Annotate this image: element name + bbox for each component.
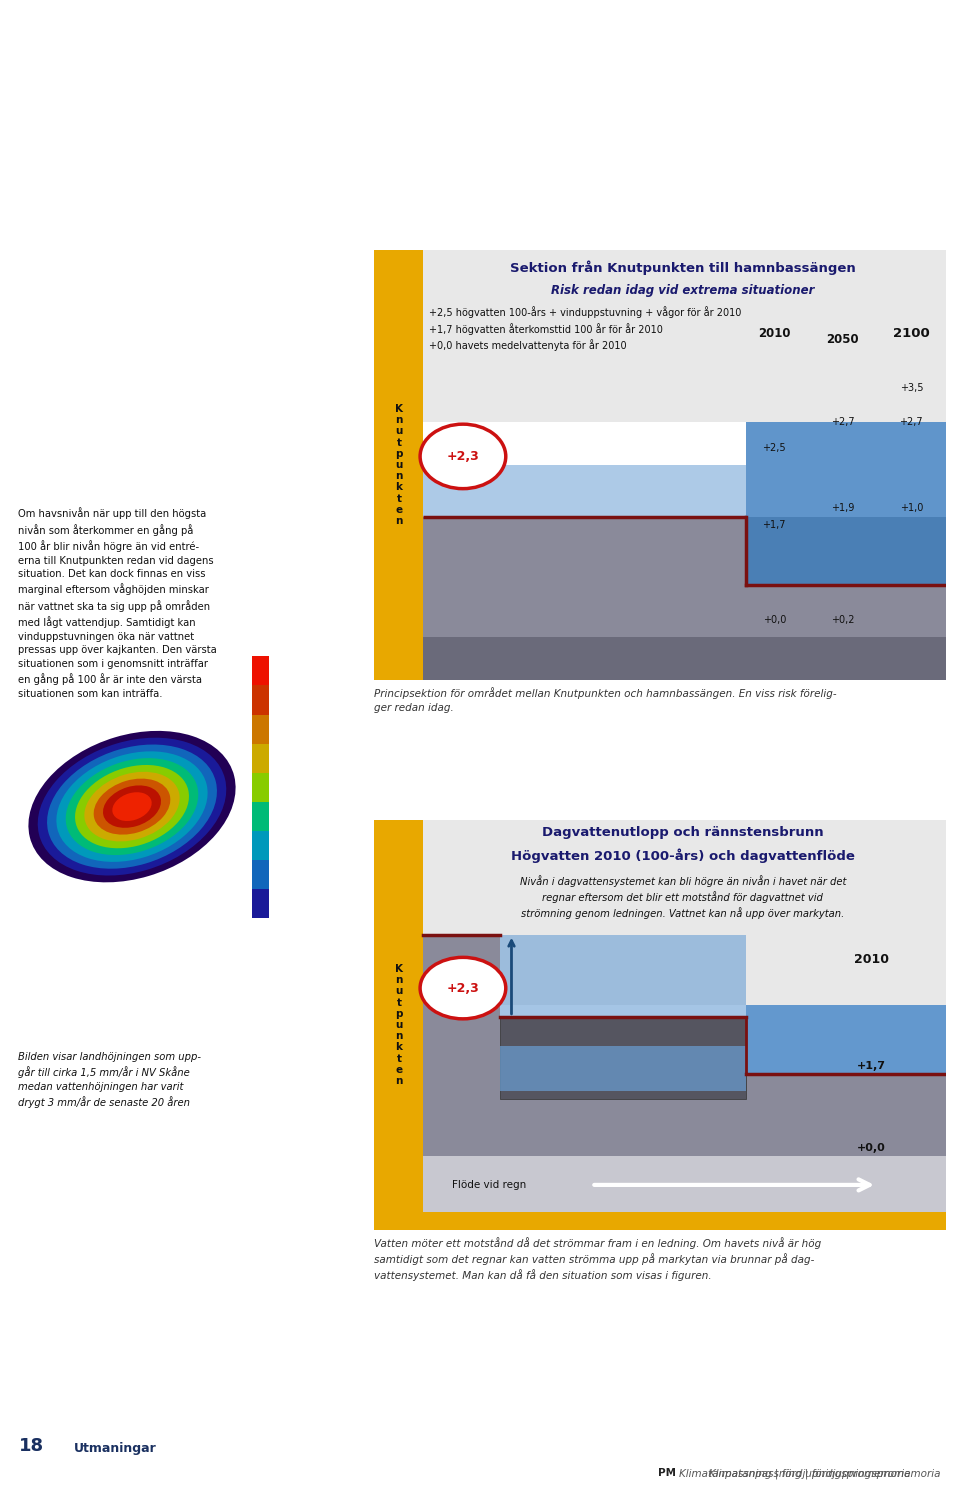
Bar: [374, 251, 423, 680]
Polygon shape: [423, 516, 946, 680]
Bar: [252, 656, 269, 685]
Text: +0,2: +0,2: [831, 615, 854, 625]
Ellipse shape: [112, 792, 152, 821]
Text: Dagvattenutlopp och rännstensbrunn: Dagvattenutlopp och rännstensbrunn: [542, 827, 824, 839]
Bar: [252, 743, 269, 773]
Ellipse shape: [84, 771, 180, 841]
Text: 2100: 2100: [893, 327, 929, 340]
Text: +1,7: +1,7: [762, 521, 786, 530]
Bar: [252, 685, 269, 715]
Text: +0,0 havets medelvattenyta för år 2010: +0,0 havets medelvattenyta för år 2010: [429, 339, 626, 351]
Text: +1,7 högvatten återkomsttid 100 år för år 2010: +1,7 högvatten återkomsttid 100 år för å…: [429, 324, 662, 336]
Text: +3,5: +3,5: [900, 382, 924, 392]
Ellipse shape: [94, 779, 170, 834]
Text: +0,0: +0,0: [857, 1143, 886, 1153]
Text: Nivån i dagvattensystemet kan bli högre än nivån i havet när det
regnar eftersom: Nivån i dagvattensystemet kan bli högre …: [519, 876, 846, 919]
Text: +0,0: +0,0: [762, 615, 786, 625]
Text: +2,7: +2,7: [831, 416, 854, 427]
Text: K
n
u
t
p
u
n
k
t
e
n: K n u t p u n k t e n: [395, 404, 403, 527]
Circle shape: [420, 424, 506, 489]
Text: 2050: 2050: [827, 333, 859, 346]
Bar: [423, 251, 946, 422]
Text: Principsektion för området mellan Knutpunkten och hamnbassängen. En viss risk fö: Principsektion för området mellan Knutpu…: [374, 688, 837, 713]
Text: Flöde vid regn: Flöde vid regn: [451, 1180, 526, 1191]
Circle shape: [420, 958, 506, 1019]
Polygon shape: [423, 637, 946, 680]
Ellipse shape: [37, 737, 227, 876]
Ellipse shape: [29, 731, 235, 882]
Text: Havsnivåhöjning: Havsnivåhöjning: [18, 470, 169, 486]
Bar: [252, 831, 269, 859]
Text: +2,3: +2,3: [446, 982, 479, 995]
Text: +1,7: +1,7: [857, 1061, 886, 1071]
Bar: [746, 422, 946, 680]
Bar: [252, 715, 269, 743]
Text: Om havsnivån när upp till den högsta
nivån som återkommer en gång på
100 år blir: Om havsnivån när upp till den högsta niv…: [18, 507, 217, 698]
Bar: [423, 821, 946, 1004]
Bar: [252, 889, 269, 918]
Text: Risk redan idag vid extrema situationer: Risk redan idag vid extrema situationer: [551, 285, 814, 297]
Text: PM: PM: [658, 1468, 676, 1479]
Ellipse shape: [65, 758, 199, 855]
Text: +1,0: +1,0: [900, 503, 923, 513]
Bar: [374, 1212, 946, 1229]
Text: +2,5 högvatten 100-års + vinduppstuvning + vågor för år 2010: +2,5 högvatten 100-års + vinduppstuvning…: [429, 306, 741, 318]
Text: Sektion från Knutpunkten till hamnbassängen: Sektion från Knutpunkten till hamnbassän…: [510, 261, 855, 276]
Bar: [252, 801, 269, 831]
Text: +2,3: +2,3: [446, 451, 479, 463]
Text: Högvatten 2010 (100-års) och dagvattenflöde: Högvatten 2010 (100-års) och dagvattenfl…: [511, 849, 854, 864]
Bar: [374, 821, 423, 1229]
Text: Utmaningar: Utmaningar: [74, 1441, 156, 1455]
Ellipse shape: [47, 745, 217, 868]
Text: K
n
u
t
p
u
n
k
t
e
n: K n u t p u n k t e n: [395, 964, 403, 1086]
Bar: [423, 1156, 946, 1229]
Text: +2,5: +2,5: [762, 443, 786, 452]
Polygon shape: [500, 1018, 946, 1229]
Bar: [746, 1004, 946, 1229]
Bar: [746, 1004, 946, 1074]
Bar: [252, 859, 269, 889]
Bar: [500, 1018, 746, 1098]
Bar: [423, 466, 746, 516]
Text: Bilden visar landhöjningen som upp-
går till cirka 1,5 mm/år i NV Skåne
medan va: Bilden visar landhöjningen som upp- går …: [18, 1052, 202, 1109]
Bar: [500, 1046, 746, 1091]
Bar: [252, 773, 269, 801]
Text: Vatten möter ett motstånd då det strömmar fram i en ledning. Om havets nivå är h: Vatten möter ett motstånd då det strömma…: [374, 1237, 822, 1282]
Ellipse shape: [103, 785, 161, 828]
Bar: [423, 935, 500, 1229]
Text: 2010: 2010: [853, 953, 889, 965]
Text: 2010: 2010: [758, 327, 790, 340]
Text: 18: 18: [18, 1437, 43, 1455]
Text: +2,7: +2,7: [900, 416, 924, 427]
Ellipse shape: [75, 765, 189, 849]
Text: Klimatanpassning | fördjupningspromemoria: Klimatanpassning | fördjupningspromemori…: [709, 1468, 941, 1479]
Text: +1,9: +1,9: [831, 503, 854, 513]
Bar: [500, 935, 746, 1018]
Bar: [423, 1189, 946, 1229]
Bar: [746, 422, 946, 516]
Text: Klimatanpassning | fördjupningspromemoria: Klimatanpassning | fördjupningspromemori…: [679, 1468, 910, 1479]
Ellipse shape: [57, 752, 207, 862]
